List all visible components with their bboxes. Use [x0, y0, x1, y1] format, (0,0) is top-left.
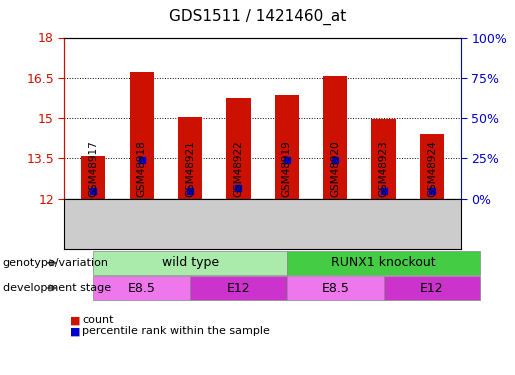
Text: count: count — [82, 315, 114, 325]
Bar — [323, 76, 347, 199]
Text: wild type: wild type — [162, 256, 219, 269]
Text: ■: ■ — [70, 327, 80, 336]
Text: genotype/variation: genotype/variation — [3, 258, 109, 268]
Text: ■: ■ — [70, 315, 80, 325]
Text: E12: E12 — [420, 282, 444, 294]
Text: E12: E12 — [227, 282, 250, 294]
Bar — [274, 95, 299, 199]
Bar — [130, 72, 154, 199]
Text: RUNX1 knockout: RUNX1 knockout — [331, 256, 436, 269]
Bar — [178, 117, 202, 199]
Text: percentile rank within the sample: percentile rank within the sample — [82, 327, 270, 336]
Bar — [227, 98, 251, 199]
Text: E8.5: E8.5 — [321, 282, 349, 294]
Text: development stage: development stage — [3, 283, 111, 293]
Bar — [81, 156, 106, 199]
Text: E8.5: E8.5 — [128, 282, 156, 294]
Text: GDS1511 / 1421460_at: GDS1511 / 1421460_at — [169, 9, 346, 25]
Bar — [420, 134, 444, 199]
Bar — [371, 120, 396, 199]
